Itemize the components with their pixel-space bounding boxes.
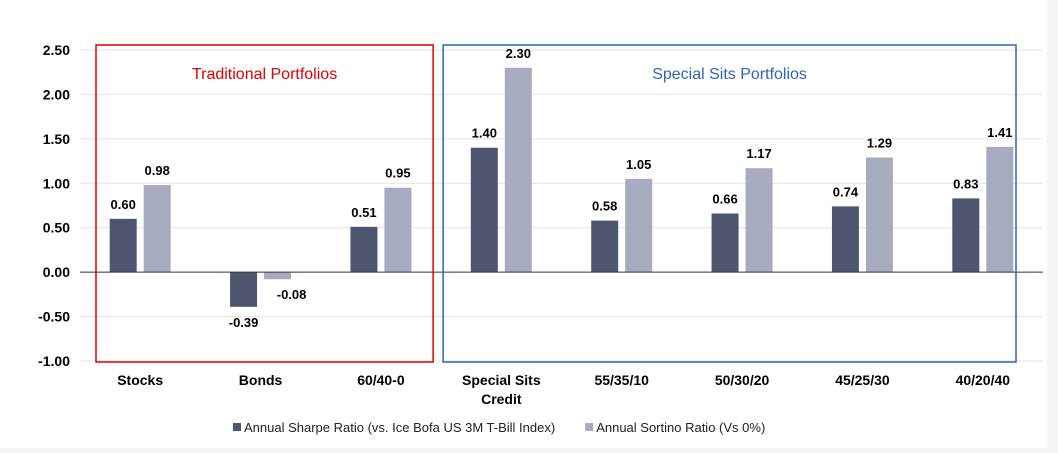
x-category-label: 45/25/30: [835, 372, 890, 388]
data-label: 0.95: [385, 166, 410, 181]
y-tick-label: 1.50: [43, 131, 70, 147]
y-tick-label: -0.50: [38, 309, 70, 325]
bar: [384, 187, 412, 273]
bar: [711, 213, 739, 273]
bar: [952, 198, 980, 273]
group-box: [95, 44, 434, 363]
bar: [230, 272, 258, 307]
data-label: -0.39: [229, 315, 259, 330]
data-label: 0.58: [592, 199, 617, 214]
data-label: 0.60: [111, 197, 136, 212]
bar: [109, 218, 137, 273]
group-title: Traditional Portfolios: [192, 66, 337, 83]
bar: [143, 185, 171, 273]
bottom-edge-panel: [0, 448, 1058, 453]
x-category-label: Bonds: [239, 372, 283, 388]
data-label: 1.17: [746, 146, 771, 161]
data-label: 1.41: [987, 125, 1012, 140]
data-label: 1.05: [626, 157, 651, 172]
y-tick-label: 0.00: [43, 264, 70, 280]
bar: [470, 147, 498, 273]
bar: [591, 220, 619, 273]
y-tick-label: 2.00: [43, 86, 70, 102]
bar: [986, 146, 1014, 273]
bar: [831, 206, 859, 273]
legend-swatch: [233, 423, 241, 431]
gridlines: [80, 49, 1043, 362]
data-label: 2.30: [506, 46, 531, 61]
group-title: Special Sits Portfolios: [652, 66, 807, 83]
x-category-label: 60/40-0: [357, 372, 405, 388]
x-category-label: 50/30/20: [715, 372, 770, 388]
data-label: 1.40: [472, 126, 497, 141]
data-label: 0.51: [351, 205, 376, 220]
legend-entry: Annual Sortino Ratio (Vs 0%): [596, 420, 765, 435]
y-tick-label: 1.00: [43, 175, 70, 191]
y-tick-label: -1.00: [38, 353, 70, 369]
x-category-label: Credit: [481, 391, 522, 407]
data-label: 0.83: [953, 176, 978, 191]
x-category-label: 55/35/10: [594, 372, 649, 388]
x-category-label: Special Sits: [462, 372, 541, 388]
x-axis: Stocks Bonds 60/40-0 Special Sits Credit 55/3…: [80, 271, 1043, 407]
group-boxes: Traditional Portfolios Special Sits Portf…: [95, 44, 1017, 363]
bar: [264, 272, 292, 280]
legend: Annual Sharpe Ratio (vs. Ice Bofa US 3M …: [233, 420, 765, 435]
right-edge-panel: [1047, 0, 1058, 453]
data-label: 1.29: [867, 136, 892, 151]
x-category-label: Stocks: [117, 372, 163, 388]
data-label: 0.66: [712, 191, 737, 206]
data-label: 0.74: [833, 184, 859, 199]
bar: [625, 178, 653, 273]
y-tick-label: 0.50: [43, 220, 70, 236]
data-label: 0.98: [145, 163, 170, 178]
bars: [109, 67, 1014, 307]
group-box: [442, 44, 1017, 363]
y-tick-label: 2.50: [43, 42, 70, 58]
legend-entry: Annual Sharpe Ratio (vs. Ice Bofa US 3M …: [244, 420, 555, 435]
bar: [745, 168, 773, 273]
bar: [350, 226, 378, 273]
bar: [504, 67, 532, 273]
bar: [865, 157, 893, 273]
data-label: -0.08: [277, 287, 307, 302]
legend-swatch: [585, 423, 594, 431]
data-labels: 0.60 -0.39 0.51 1.40 0.58 0.66 0.74 0.83 0.98 -0.…: [111, 46, 1013, 330]
x-category-label: 40/20/40: [956, 372, 1011, 388]
y-axis: 2.50 2.00 1.50 1.00 0.50 0.00 -0.50 -1.00: [38, 42, 70, 369]
